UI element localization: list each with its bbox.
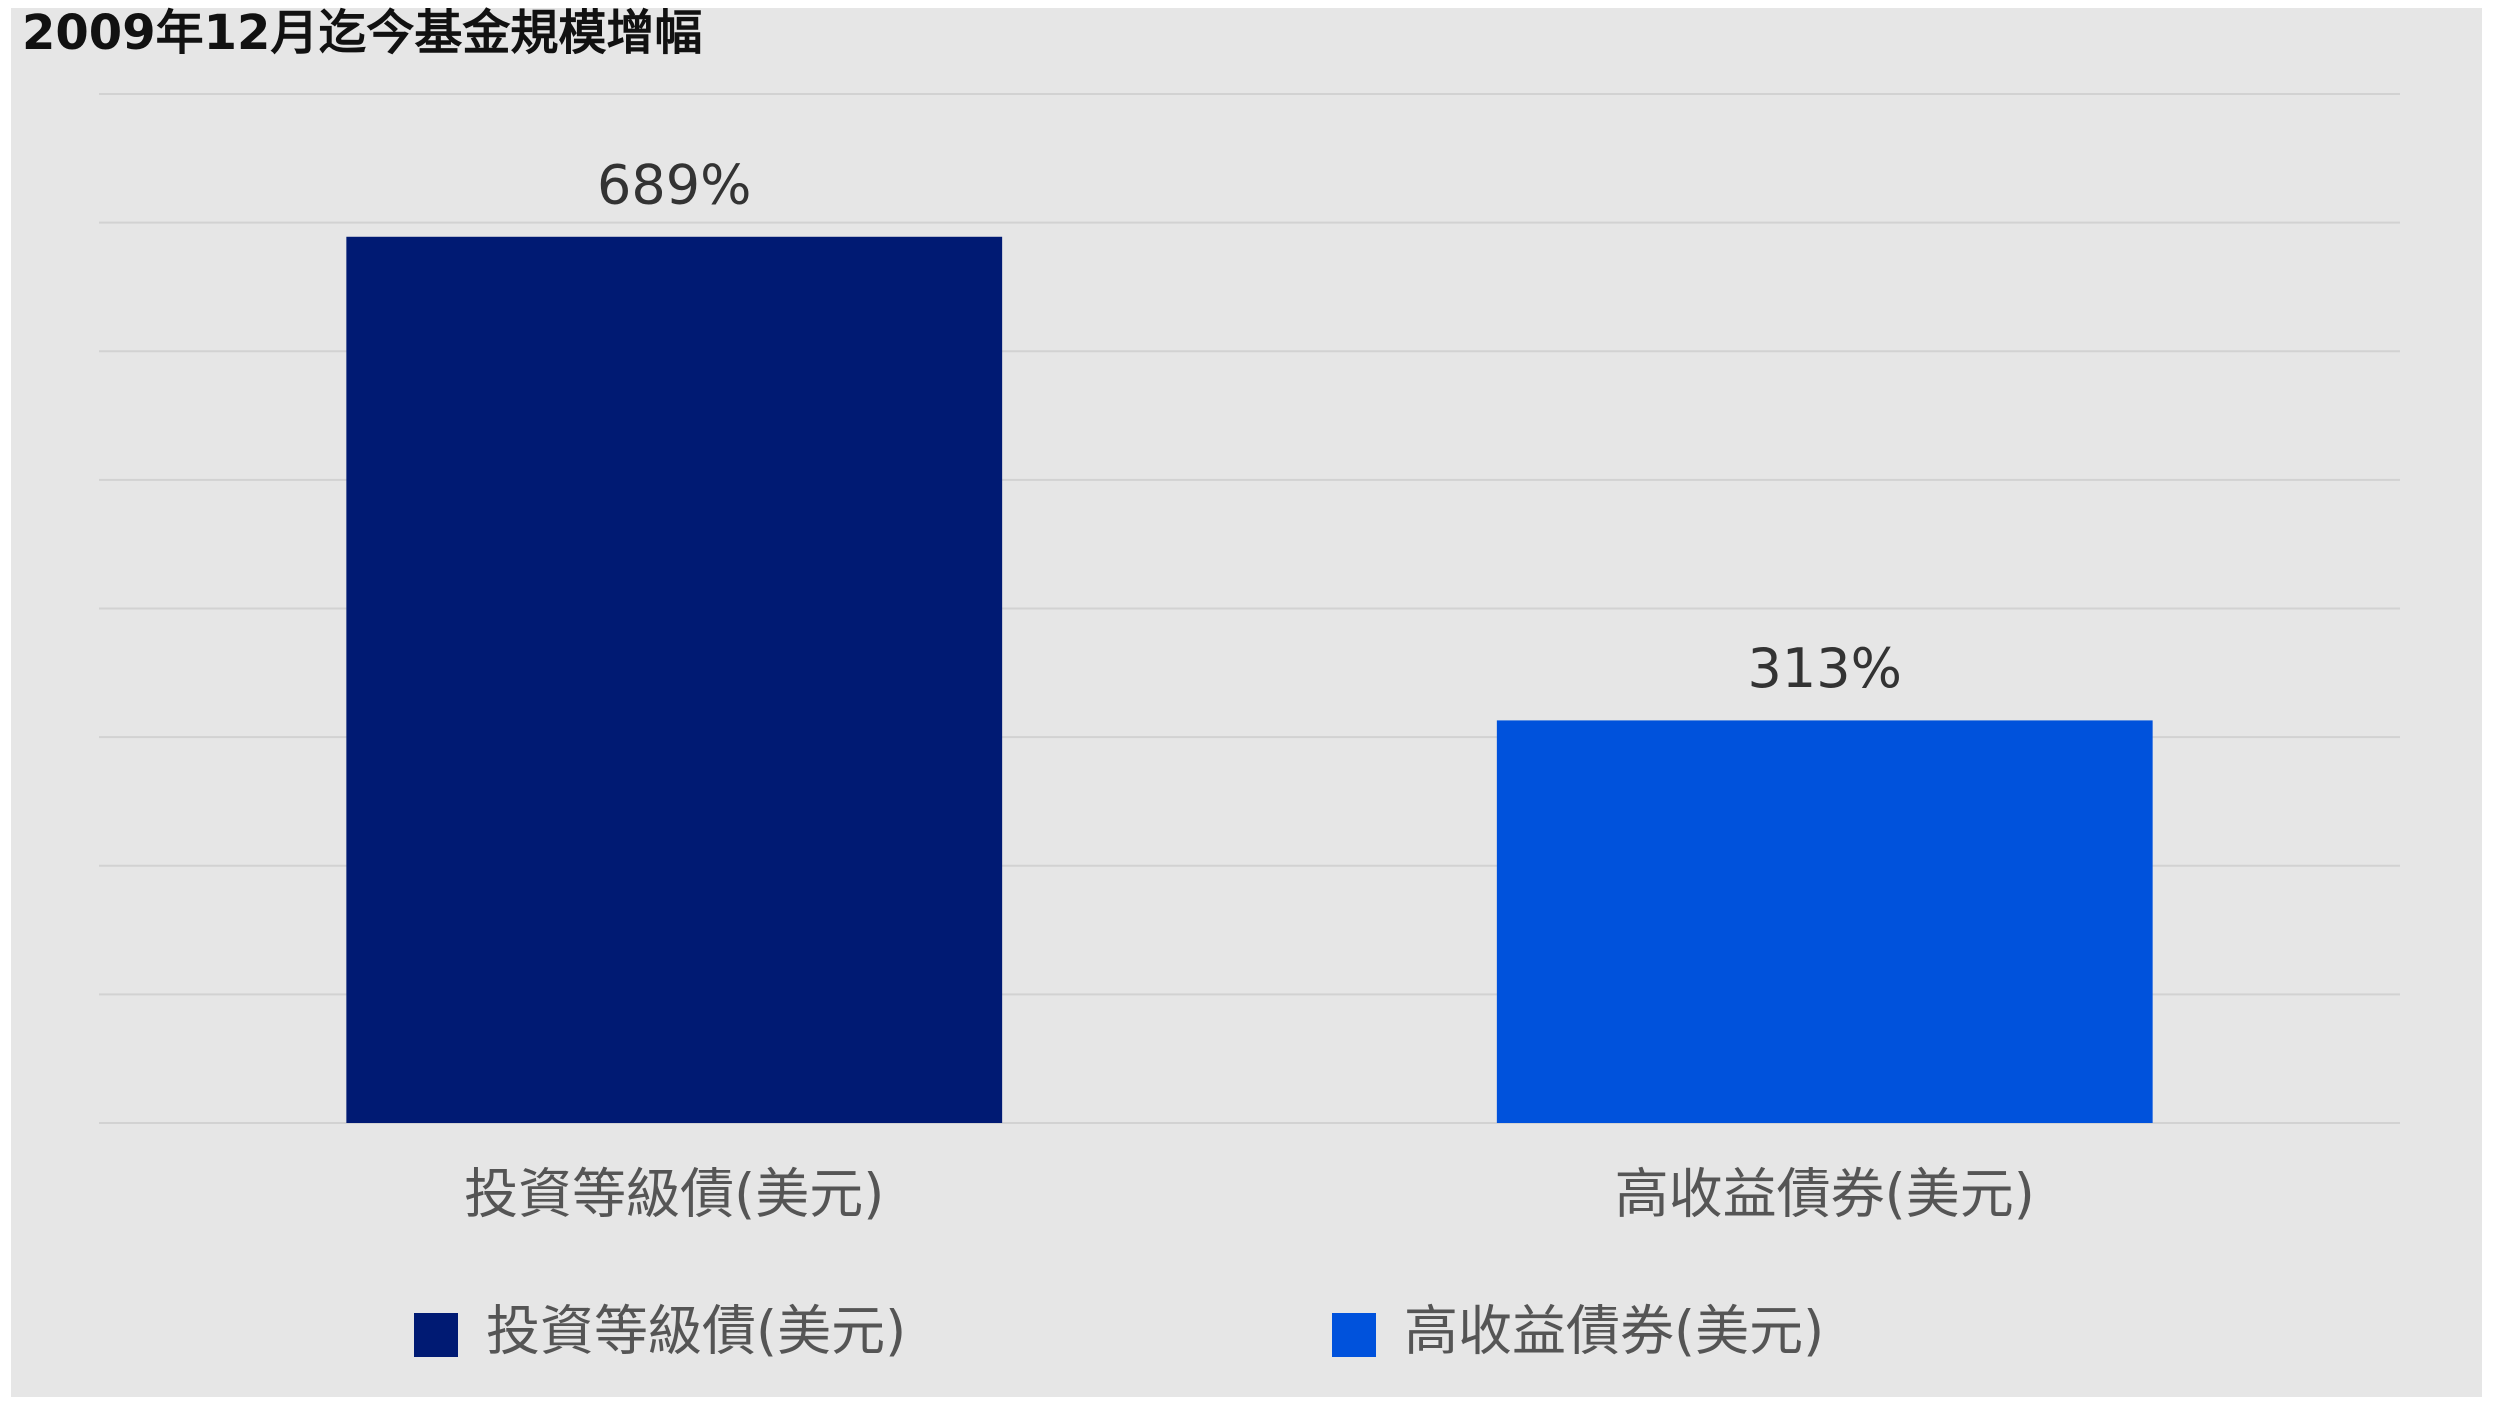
legend-swatch [414, 1313, 458, 1357]
legend-label: 高收益債券(美元) [1404, 1300, 1824, 1363]
chart-title: 2009年12月迄今基金規模增幅 [22, 5, 702, 61]
legend-label: 投資等級債(美元) [486, 1300, 906, 1363]
x-tick-label: 高收益債券(美元) [1615, 1163, 2035, 1226]
value-label: 689% [597, 153, 751, 216]
legend-swatch [1332, 1313, 1376, 1357]
value-label: 313% [1748, 637, 1902, 700]
bar [346, 236, 1003, 1123]
bar [1496, 720, 2153, 1123]
x-tick-label: 投資等級債(美元) [464, 1163, 884, 1226]
